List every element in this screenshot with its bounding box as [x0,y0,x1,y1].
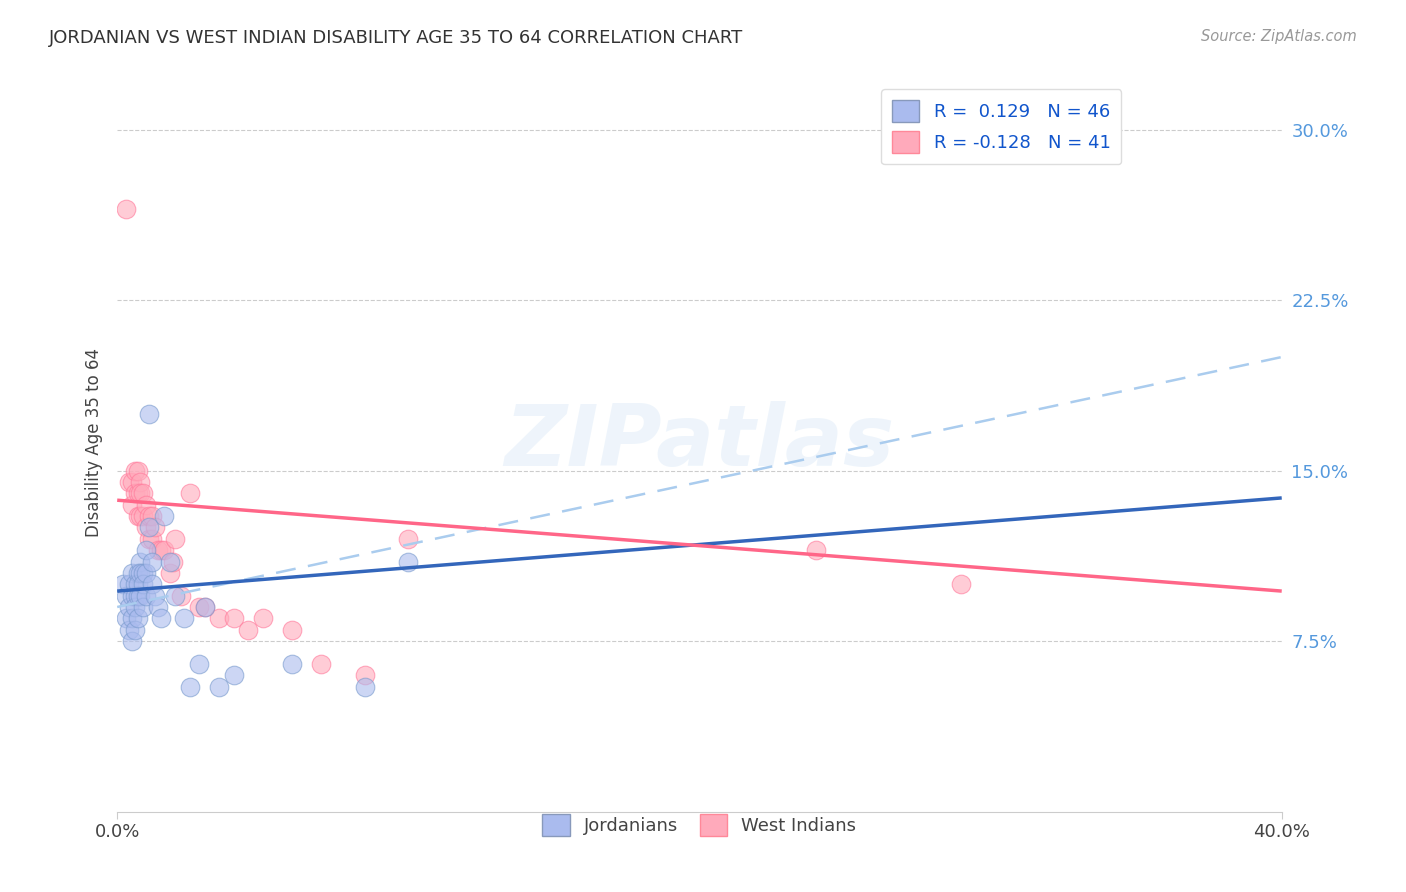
Point [252,611,274,625]
Point [124,599,146,614]
Point [146,543,169,558]
Point [138,509,160,524]
Point [309,657,332,671]
Point [127,566,149,580]
Point [135,566,157,580]
Point [121,498,143,512]
Point [159,566,181,580]
Point [396,555,419,569]
Point [135,520,157,534]
Point [121,475,143,489]
Point [135,498,157,512]
Point [132,577,155,591]
Legend: Jordanians, West Indians: Jordanians, West Indians [536,806,863,843]
Point [132,509,155,524]
Point [152,509,174,524]
Point [152,543,174,558]
Point [124,464,146,478]
Point [127,509,149,524]
Point [115,202,138,217]
Point [143,589,166,603]
Point [141,532,163,546]
Point [138,520,160,534]
Point [165,589,187,603]
Point [281,623,304,637]
Point [187,599,209,614]
Point [121,634,143,648]
Point [111,577,134,591]
Point [141,555,163,569]
Point [187,657,209,671]
Point [238,623,260,637]
Point [118,475,141,489]
Point [118,599,141,614]
Point [124,577,146,591]
Point [118,577,141,591]
Point [149,543,172,558]
Point [165,532,187,546]
Point [143,520,166,534]
Point [146,599,169,614]
Text: Source: ZipAtlas.com: Source: ZipAtlas.com [1201,29,1357,44]
Point [129,566,152,580]
Point [396,532,419,546]
Point [135,543,157,558]
Point [141,509,163,524]
Point [159,555,181,569]
Point [124,623,146,637]
Point [353,680,375,694]
Point [179,680,201,694]
Point [129,589,152,603]
Point [950,577,973,591]
Point [121,566,143,580]
Point [124,486,146,500]
Point [118,623,141,637]
Point [135,589,157,603]
Text: JORDANIAN VS WEST INDIAN DISABILITY AGE 35 TO 64 CORRELATION CHART: JORDANIAN VS WEST INDIAN DISABILITY AGE … [49,29,744,46]
Point [129,475,152,489]
Point [804,543,827,558]
Point [141,577,163,591]
Point [127,464,149,478]
Point [208,611,231,625]
Point [132,599,155,614]
Point [124,589,146,603]
Point [138,407,160,421]
Point [127,611,149,625]
Point [132,486,155,500]
Point [173,611,195,625]
Point [127,589,149,603]
Point [193,599,215,614]
Point [115,611,138,625]
Point [222,611,245,625]
Y-axis label: Disability Age 35 to 64: Disability Age 35 to 64 [86,348,103,537]
Point [353,668,375,682]
Point [115,589,138,603]
Point [121,589,143,603]
Point [127,486,149,500]
Point [179,486,201,500]
Point [162,555,184,569]
Text: ZIPatlas: ZIPatlas [505,401,894,483]
Point [281,657,304,671]
Point [129,555,152,569]
Point [193,599,215,614]
Point [129,486,152,500]
Point [129,509,152,524]
Point [127,577,149,591]
Point [132,566,155,580]
Point [208,680,231,694]
Point [149,611,172,625]
Point [121,611,143,625]
Point [138,532,160,546]
Point [222,668,245,682]
Point [170,589,193,603]
